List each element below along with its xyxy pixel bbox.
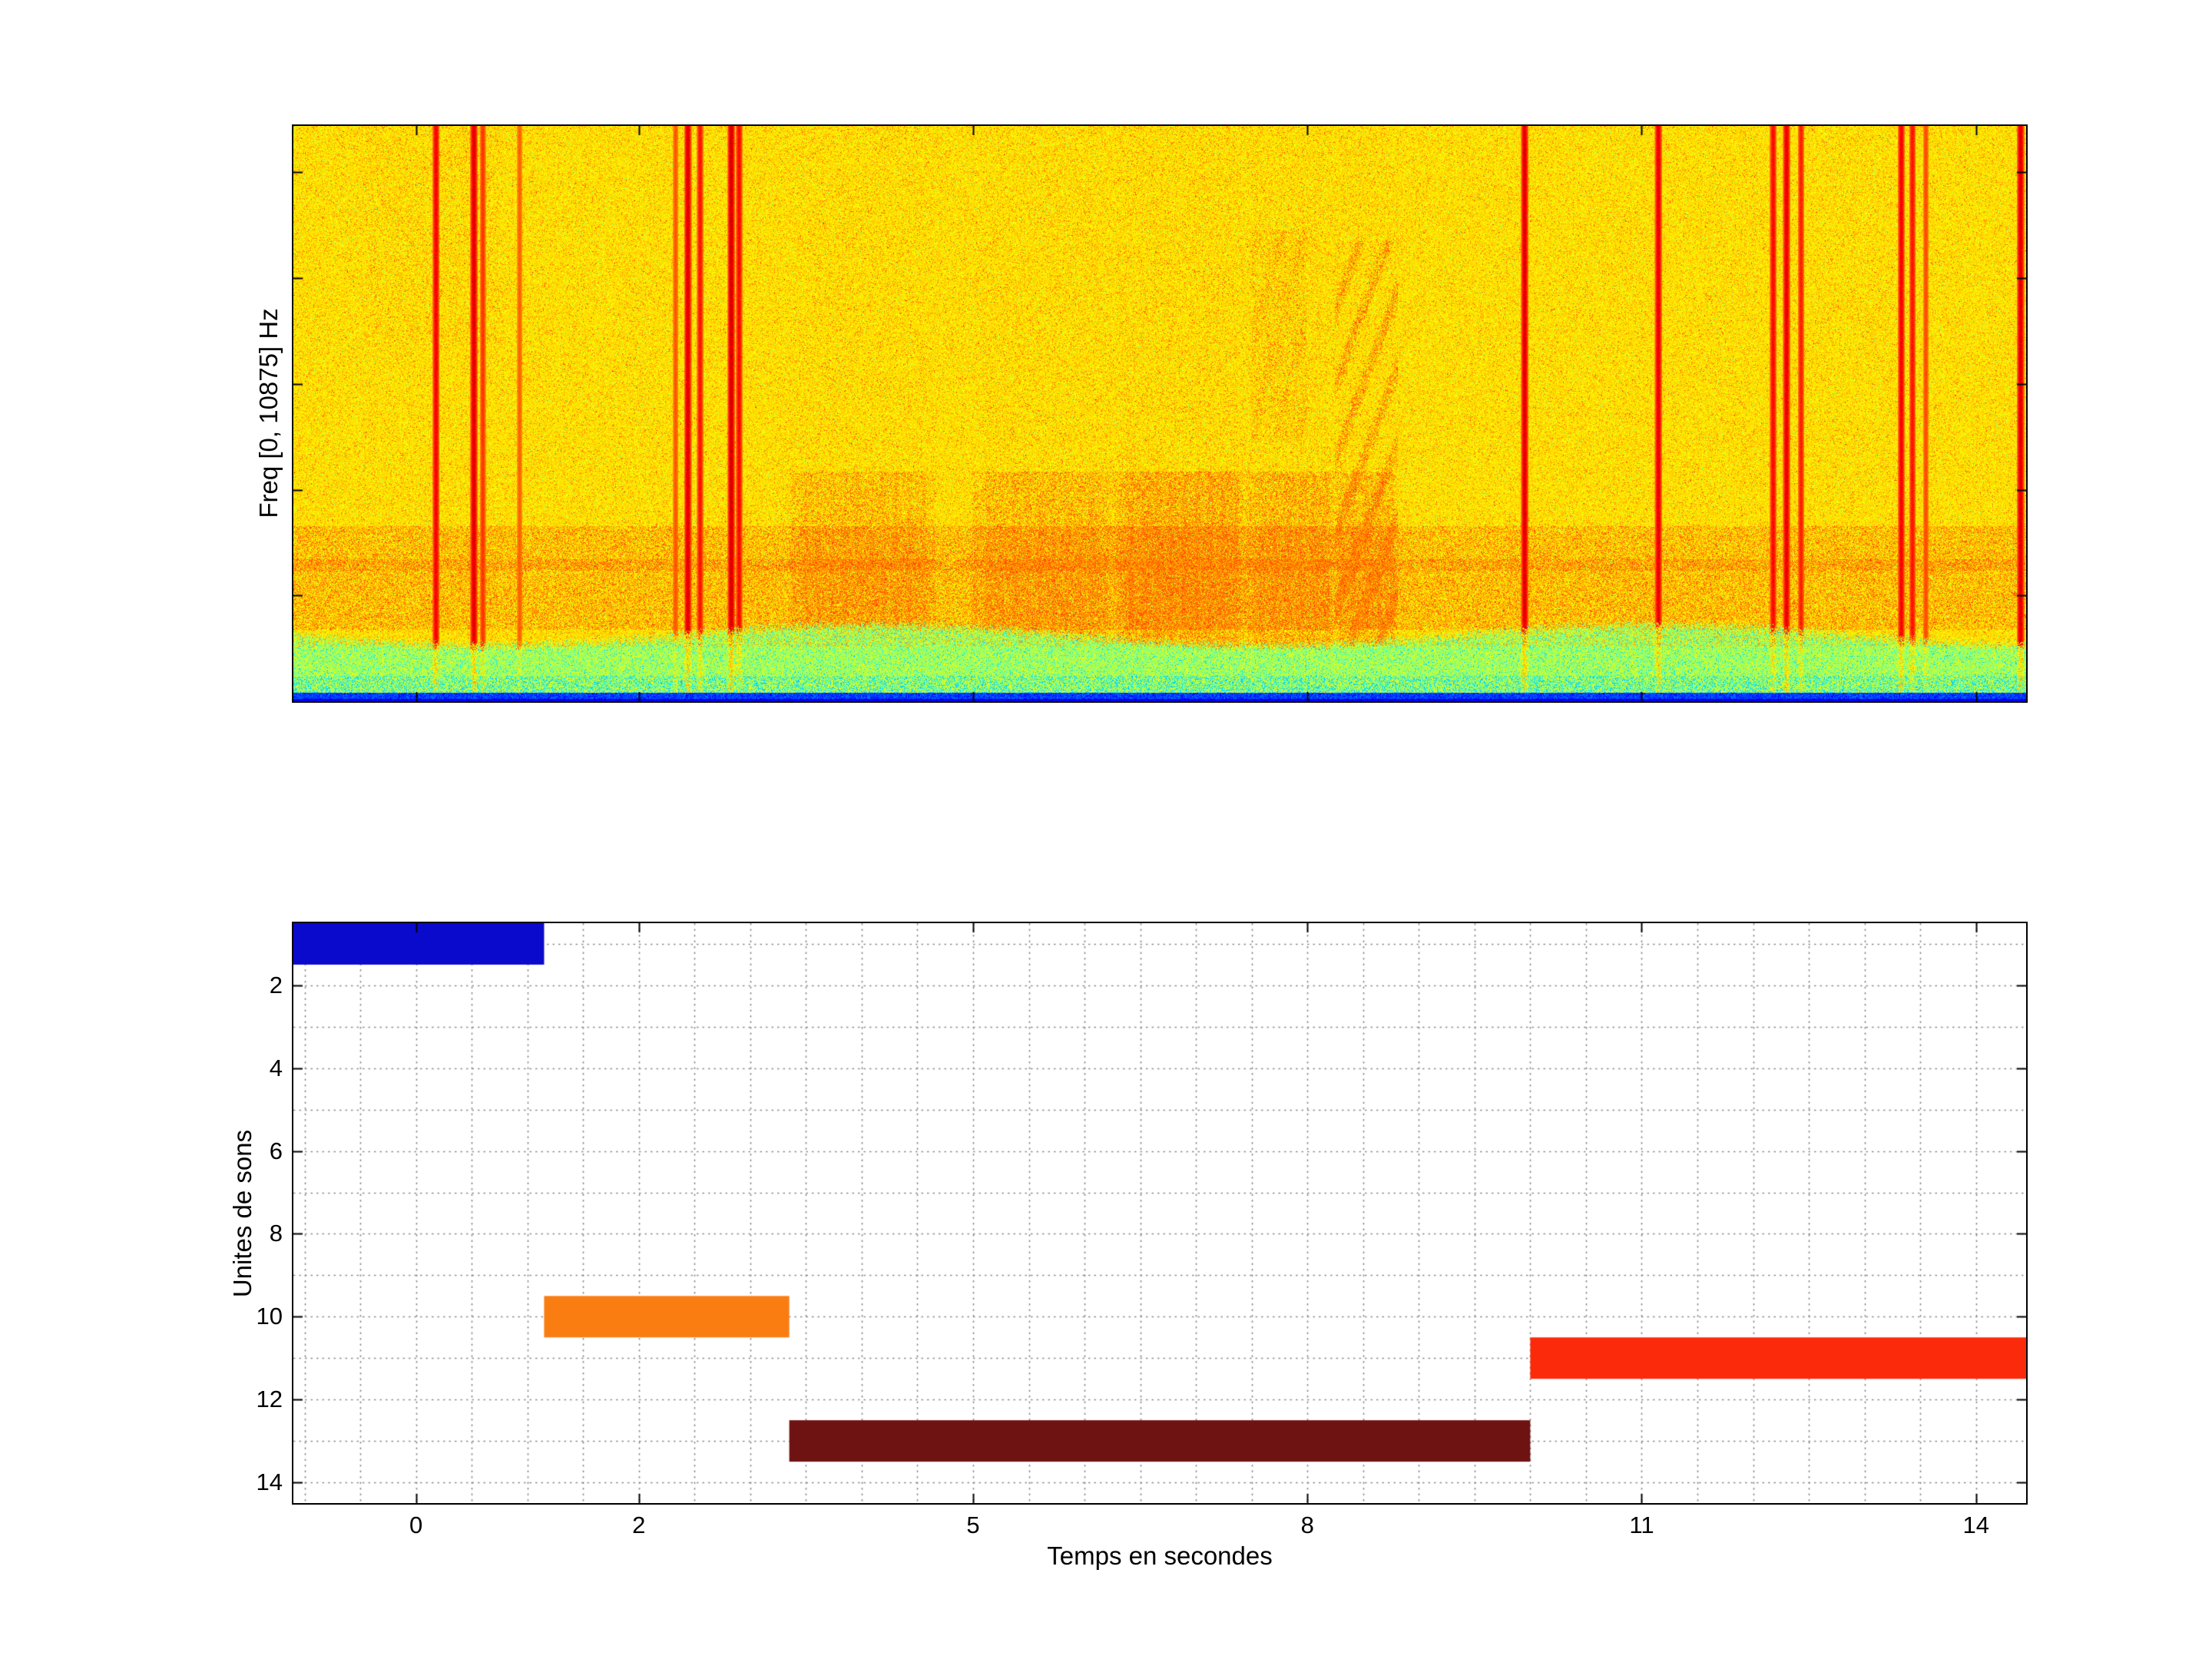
y-tick-label: 14 <box>256 1469 283 1496</box>
segmentation-canvas <box>293 923 2026 1503</box>
spectrogram-axes <box>292 124 2028 703</box>
y-tick-label: 6 <box>269 1137 283 1164</box>
segmentation-ylabel: Unites de sons <box>228 1129 257 1298</box>
y-tick-label: 8 <box>269 1220 283 1247</box>
segmentation-axes <box>292 922 2028 1505</box>
y-tick-label: 2 <box>269 971 283 998</box>
y-tick-label: 4 <box>269 1054 283 1081</box>
spectrogram-canvas <box>293 126 2026 701</box>
x-tick-label: 5 <box>966 1512 980 1538</box>
spectrogram-ylabel: Freq [0, 10875] Hz <box>254 308 283 518</box>
y-tick-label: 12 <box>256 1386 283 1413</box>
segmentation-xlabel: Temps en secondes <box>1047 1541 1273 1570</box>
x-tick-label: 8 <box>1300 1512 1314 1538</box>
x-tick-label: 14 <box>1962 1512 1989 1538</box>
y-tick-label: 10 <box>256 1303 283 1330</box>
x-tick-label: 0 <box>409 1512 423 1538</box>
x-tick-label: 11 <box>1629 1512 1654 1538</box>
x-tick-label: 2 <box>632 1512 646 1538</box>
